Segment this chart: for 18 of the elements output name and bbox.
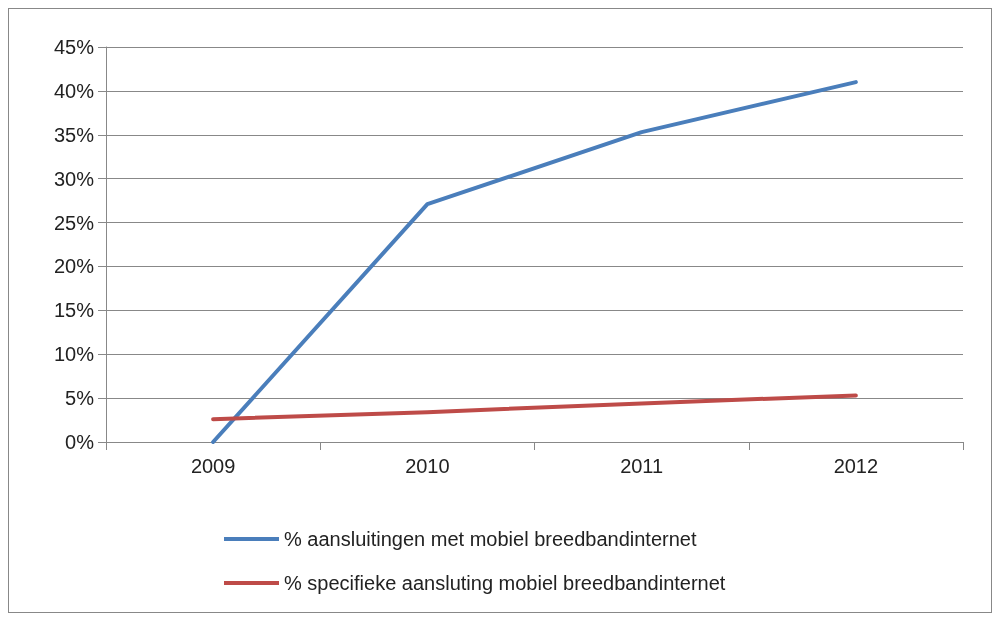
y-tick-label: 10% <box>53 343 95 366</box>
x-tick-label: 2011 <box>620 455 664 477</box>
line-series <box>211 393 858 422</box>
y-tick-label: 5% <box>65 387 95 410</box>
legend-label: % specifieke aansluting mobiel breedbandinternet <box>284 572 726 594</box>
x-tick-label: 2012 <box>833 455 879 477</box>
y-tick-label: 40% <box>53 79 95 102</box>
x-tick-label: 2010 <box>405 455 450 477</box>
line-series <box>211 80 858 444</box>
y-tick-label: 45% <box>53 36 95 58</box>
y-tick-label: 30% <box>53 167 95 190</box>
y-tick-label: 35% <box>53 123 95 146</box>
y-tick-label: 25% <box>53 211 95 234</box>
legend-label: % aansluitingen met mobiel breedbandinternet <box>284 528 697 550</box>
y-tick-label: 15% <box>53 299 95 322</box>
x-tick-label: 2009 <box>190 455 236 477</box>
y-tick-label: 0% <box>65 431 95 453</box>
y-tick-label: 20% <box>53 255 95 278</box>
